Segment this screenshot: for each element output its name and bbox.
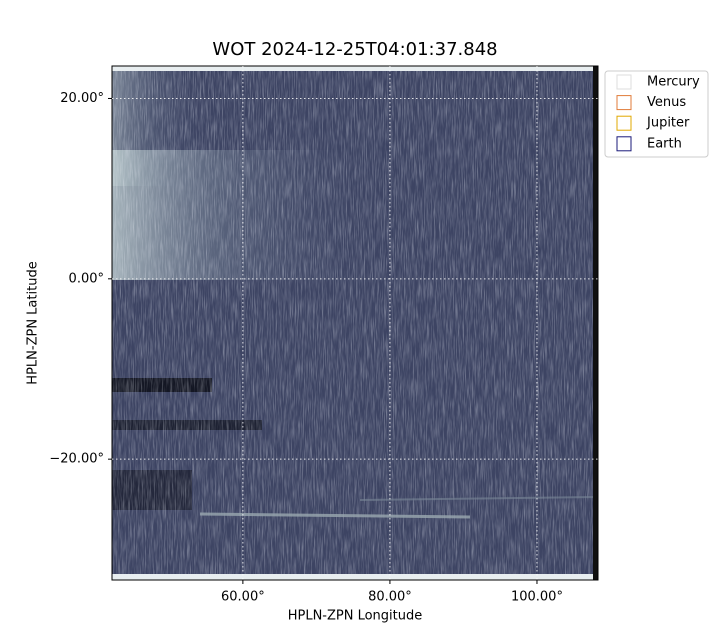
legend-swatch: [616, 136, 632, 152]
y-tick-label: 0.00°: [69, 271, 104, 286]
legend: [604, 70, 709, 158]
y-tick-label: −20.00°: [49, 452, 104, 467]
legend-label: Mercury: [647, 75, 700, 90]
axes-frame: [111, 65, 599, 581]
x-tick-label: 60.00°: [221, 590, 265, 605]
x-axis-label: HPLN-ZPN Longitude: [288, 609, 423, 624]
legend-label: Venus: [647, 95, 686, 110]
y-axis-label: HPLN-ZPN Latitude: [26, 261, 41, 384]
chart-title: WOT 2024-12-25T04:01:37.848: [212, 39, 497, 60]
x-tick-label: 80.00°: [368, 590, 412, 605]
x-tick-label: 100.00°: [511, 590, 563, 605]
legend-swatch: [616, 95, 632, 111]
image: [112, 66, 598, 580]
legend-swatch: [616, 115, 632, 131]
legend-label: Earth: [647, 136, 682, 151]
y-tick-label: 20.00°: [60, 91, 104, 106]
legend-label: Jupiter: [646, 116, 690, 131]
legend-swatch: [616, 74, 632, 90]
